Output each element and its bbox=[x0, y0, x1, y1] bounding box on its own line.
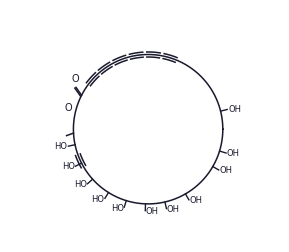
Text: O: O bbox=[64, 103, 72, 113]
Text: OH: OH bbox=[167, 205, 180, 214]
Text: HO: HO bbox=[54, 142, 67, 151]
Text: HO: HO bbox=[74, 180, 87, 189]
Text: OH: OH bbox=[145, 207, 158, 216]
Text: HO: HO bbox=[91, 195, 104, 204]
Text: O: O bbox=[71, 74, 79, 84]
Text: OH: OH bbox=[220, 166, 233, 175]
Text: OH: OH bbox=[228, 105, 241, 114]
Text: OH: OH bbox=[189, 196, 202, 205]
Text: HO: HO bbox=[111, 204, 124, 213]
Text: HO: HO bbox=[62, 162, 75, 171]
Text: OH: OH bbox=[227, 149, 240, 158]
